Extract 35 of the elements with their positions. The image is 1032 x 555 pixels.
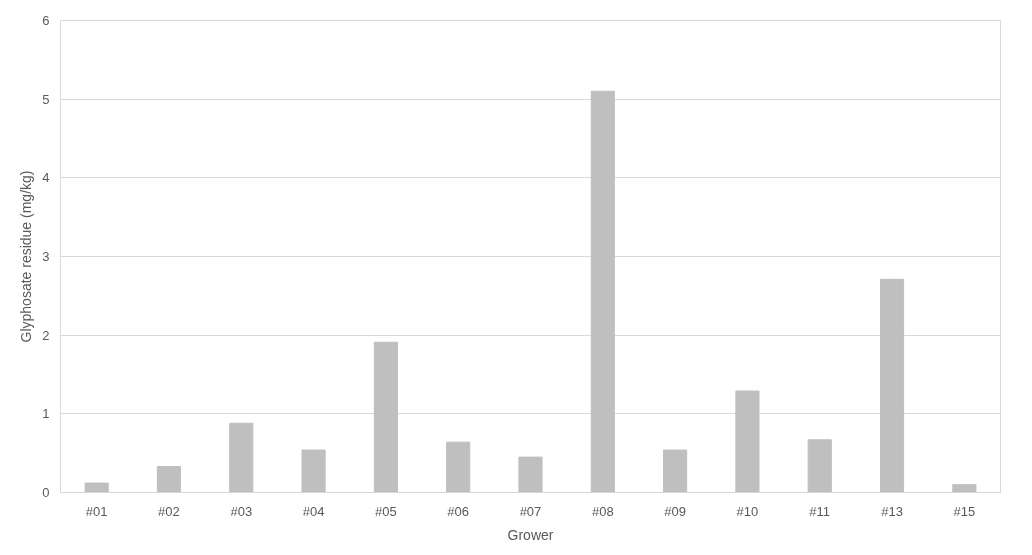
bar (879, 278, 905, 493)
bar (84, 482, 109, 493)
y-tick-label: 6 (42, 13, 50, 28)
bar (735, 390, 760, 493)
x-tick-label: #11 (809, 503, 831, 519)
bar (446, 441, 471, 493)
x-tick-label: #08 (591, 503, 614, 519)
x-tick-label: #01 (85, 503, 108, 519)
x-tick-label: #05 (375, 503, 397, 519)
x-tick-label: #10 (736, 503, 759, 519)
y-tick-label: 1 (42, 406, 50, 422)
bar (156, 466, 182, 493)
x-tick-label: #02 (158, 503, 180, 519)
y-axis-title: Glyphosate residue (mg/kg) (18, 170, 35, 343)
bar (663, 449, 688, 493)
x-tick-label: #06 (447, 503, 470, 519)
x-tick-label: #09 (664, 503, 686, 519)
bar (301, 449, 326, 493)
bar (807, 439, 832, 493)
x-tick-label: #03 (230, 503, 253, 519)
x-tick-label: #15 (953, 503, 976, 519)
x-tick-label: #07 (519, 503, 542, 519)
bar (518, 456, 543, 493)
x-tick-label: #04 (302, 503, 325, 519)
y-tick-label: 2 (42, 327, 50, 343)
bar (952, 484, 977, 493)
x-axis-title: Grower (507, 526, 554, 543)
y-tick-label: 3 (42, 249, 50, 264)
bar (229, 422, 254, 493)
bar (590, 90, 615, 493)
x-tick-label: #13 (881, 503, 903, 519)
y-tick-label: 4 (42, 170, 50, 186)
bar (373, 341, 398, 493)
y-tick-label: 5 (42, 91, 50, 107)
y-tick-label: 0 (42, 485, 50, 500)
